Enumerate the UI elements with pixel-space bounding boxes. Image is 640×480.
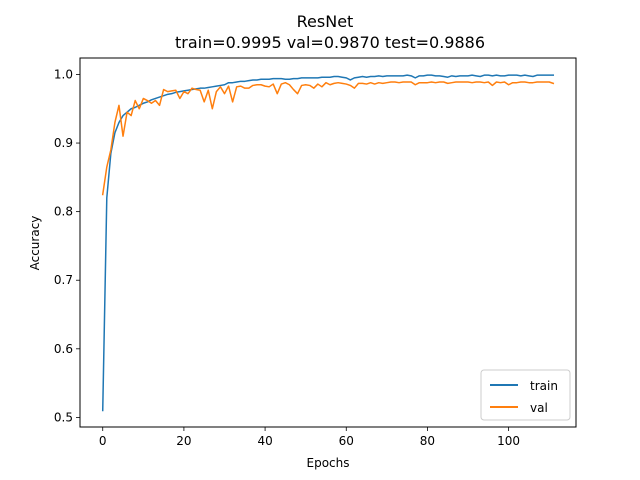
legend-box bbox=[480, 369, 571, 421]
plot-lines bbox=[101, 74, 555, 412]
x-tick-label: 60 bbox=[339, 434, 354, 448]
y-tick-label: 0.7 bbox=[54, 273, 73, 287]
legend-label-train: train bbox=[530, 379, 558, 393]
x-axis-label: Epochs bbox=[307, 456, 350, 470]
y-tick-label: 0.8 bbox=[54, 205, 73, 219]
series-line-val bbox=[101, 81, 555, 196]
x-tick-label: 100 bbox=[497, 434, 520, 448]
legend-label-val: val bbox=[530, 401, 548, 415]
y-axis-ticks: 0.5 0.6 0.7 0.8 0.9 1.0 bbox=[54, 67, 80, 424]
y-tick-label: 1.0 bbox=[54, 67, 73, 81]
y-tick-label: 0.5 bbox=[54, 410, 73, 424]
chart-title: ResNet bbox=[297, 12, 354, 31]
x-tick-label: 20 bbox=[176, 434, 191, 448]
y-axis-label: Accuracy bbox=[28, 216, 42, 271]
x-tick-label: 40 bbox=[257, 434, 272, 448]
x-tick-label: 0 bbox=[99, 434, 107, 448]
y-tick-label: 0.6 bbox=[54, 342, 73, 356]
y-tick-label: 0.9 bbox=[54, 136, 73, 150]
x-tick-label: 80 bbox=[420, 434, 435, 448]
chart-subtitle: train=0.9995 val=0.9870 test=0.9886 bbox=[175, 33, 485, 52]
x-axis-ticks: 0 20 40 60 80 100 bbox=[99, 427, 520, 448]
plot-area-frame bbox=[79, 57, 577, 428]
series-line-train bbox=[101, 74, 555, 412]
legend: train val bbox=[480, 369, 571, 421]
